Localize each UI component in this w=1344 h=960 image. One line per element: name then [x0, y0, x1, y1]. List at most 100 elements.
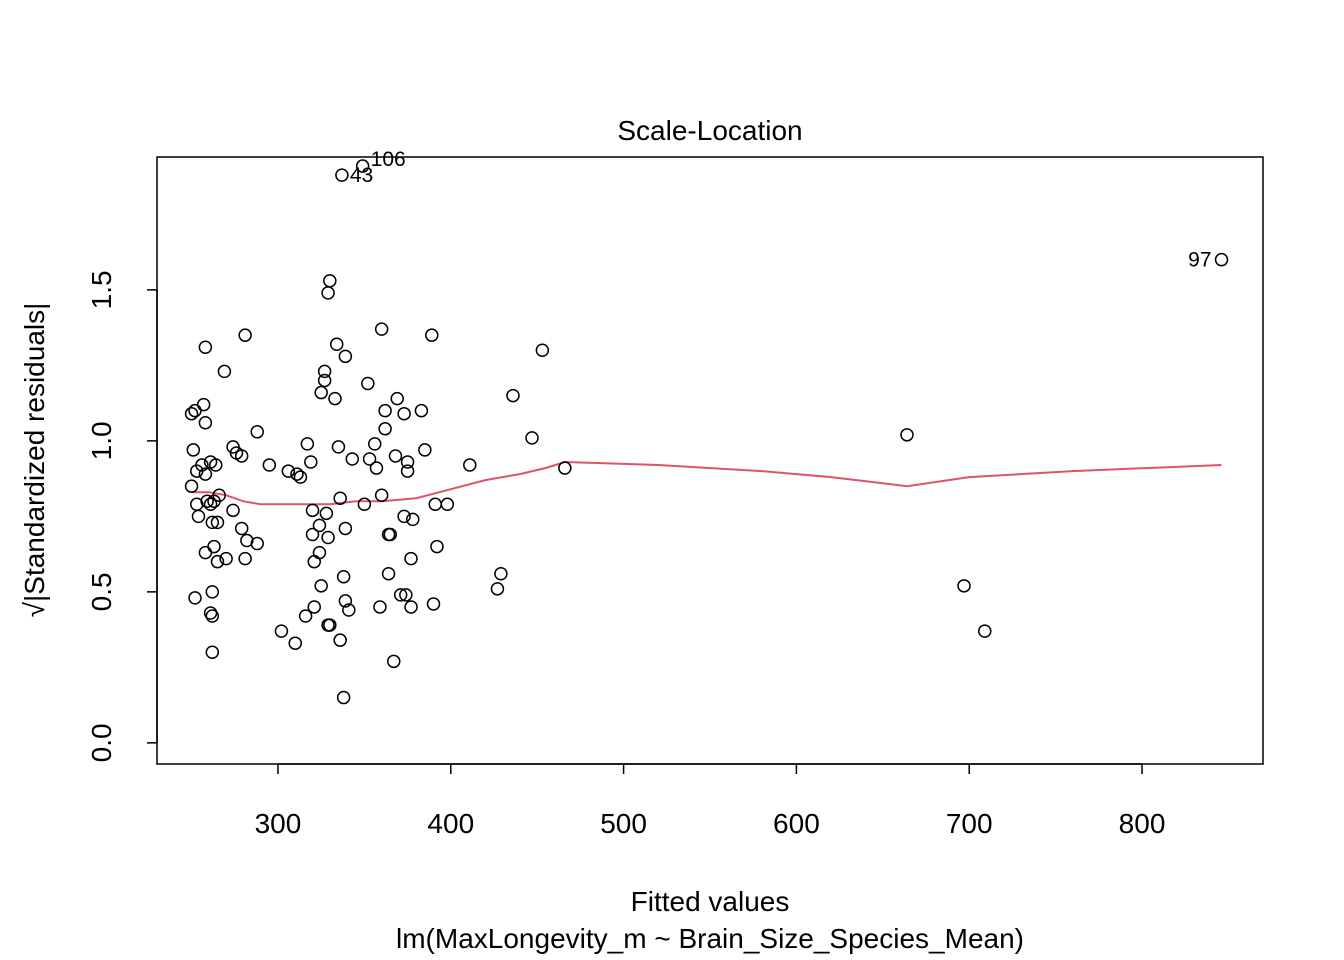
data-point — [378, 422, 392, 436]
data-point — [307, 600, 322, 614]
x-axis: 300 400 500 600 700 800 — [255, 763, 1165, 839]
data-point — [207, 494, 221, 509]
x-tick-label: 300 — [255, 808, 302, 839]
data-point — [418, 443, 432, 457]
data-point — [333, 491, 347, 505]
data-point — [329, 337, 344, 351]
data-point — [198, 467, 213, 481]
model-formula-subtitle: lm(MaxLongevity_m ~ Brain_Size_Species_M… — [396, 923, 1024, 954]
data-point — [397, 406, 411, 421]
data-point — [188, 591, 202, 605]
data-point — [338, 594, 353, 608]
data-point — [238, 328, 252, 342]
point-label: 43 — [350, 164, 373, 187]
data-point — [203, 497, 218, 512]
data-point — [378, 403, 392, 418]
data-point — [298, 609, 313, 623]
data-point — [290, 467, 304, 481]
data-point — [198, 545, 213, 560]
smooth-line-group — [193, 460, 1222, 506]
data-point — [333, 633, 347, 647]
data-point — [335, 168, 349, 182]
data-point — [234, 521, 249, 536]
data-point — [978, 624, 992, 638]
chart-title: Scale-Location — [617, 115, 802, 146]
data-point — [262, 458, 277, 472]
data-point — [404, 551, 418, 566]
data-point — [367, 437, 382, 451]
data-point — [281, 464, 296, 478]
data-point — [184, 406, 199, 421]
data-point — [219, 551, 233, 566]
data-point — [205, 645, 220, 660]
data-point — [393, 588, 408, 602]
data-point — [414, 403, 429, 418]
data-point — [357, 497, 372, 512]
data-point — [217, 364, 232, 379]
data-point — [426, 597, 441, 611]
data-point — [362, 452, 377, 466]
data-point — [355, 159, 370, 173]
data-point — [307, 554, 322, 569]
data-point — [226, 503, 240, 518]
data-point — [323, 618, 337, 632]
data-point — [957, 579, 971, 593]
data-point — [312, 518, 327, 533]
data-point — [440, 497, 455, 512]
point-label: 97 — [1188, 249, 1211, 272]
data-point — [210, 554, 225, 569]
data-point — [200, 494, 214, 509]
data-point — [288, 636, 302, 650]
data-point — [369, 461, 384, 475]
data-point — [399, 588, 413, 602]
data-point — [210, 515, 225, 530]
data-point — [535, 343, 550, 358]
data-point — [274, 624, 289, 638]
data-point — [314, 385, 328, 400]
data-point — [189, 464, 204, 478]
data-point — [238, 551, 252, 566]
y-tick-label: 1.0 — [86, 421, 117, 460]
data-point — [338, 349, 353, 364]
data-point — [198, 416, 213, 430]
data-point — [404, 600, 418, 614]
y-axis-label-sqrt: √ — [19, 601, 50, 617]
data-point — [317, 364, 332, 379]
data-point — [205, 609, 220, 623]
data-point — [250, 536, 264, 551]
data-point — [506, 388, 520, 403]
data-point — [321, 286, 335, 300]
data-point — [400, 464, 415, 478]
x-tick-label: 500 — [600, 808, 647, 839]
data-point — [345, 452, 360, 466]
data-point — [205, 585, 220, 599]
data-point — [558, 461, 572, 475]
data-point — [381, 527, 396, 542]
data-point — [317, 373, 332, 388]
y-axis-label-text: |Standardized residuals| — [19, 303, 50, 602]
data-point — [494, 566, 508, 581]
data-point — [406, 512, 420, 527]
data-point — [293, 470, 308, 484]
data-point — [305, 527, 320, 542]
data-point — [250, 425, 264, 439]
x-tick-label: 400 — [427, 808, 474, 839]
point-label: 106 — [371, 148, 406, 171]
data-point — [321, 530, 335, 545]
points-group — [184, 159, 1229, 705]
data-point — [361, 376, 375, 391]
data-point — [374, 488, 389, 502]
data-point — [390, 391, 404, 406]
data-point — [381, 566, 396, 581]
data-point — [234, 449, 249, 463]
data-point — [205, 515, 220, 530]
data-point — [490, 582, 505, 596]
data-point — [304, 455, 318, 469]
data-point — [331, 440, 346, 454]
data-point — [319, 506, 334, 521]
data-point — [338, 521, 353, 536]
data-point — [387, 654, 401, 669]
